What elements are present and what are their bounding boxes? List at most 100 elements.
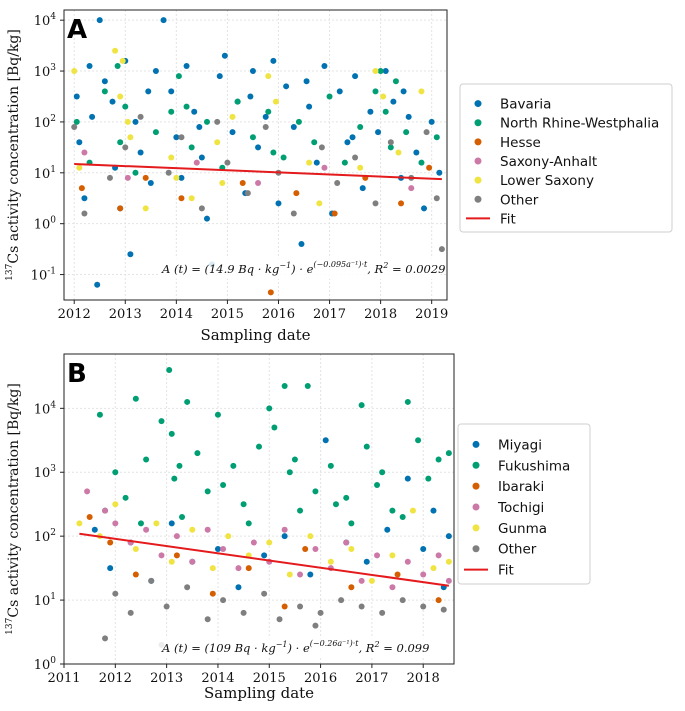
data-point <box>275 200 282 207</box>
data-point <box>193 159 200 166</box>
x-tick-label: 2018 <box>407 671 440 686</box>
data-point <box>109 98 116 105</box>
data-point <box>387 144 394 151</box>
data-point <box>358 402 365 409</box>
series-ibaraki <box>86 513 442 610</box>
data-point <box>249 68 256 75</box>
legend-marker <box>472 482 480 490</box>
data-point <box>112 501 119 508</box>
data-point <box>331 210 338 217</box>
data-point <box>267 289 274 296</box>
data-point <box>107 539 114 546</box>
data-point <box>221 52 228 59</box>
x-tick-label: 2015 <box>253 671 286 686</box>
data-point <box>435 597 442 604</box>
data-point <box>399 597 406 604</box>
data-point <box>306 103 313 110</box>
data-point <box>102 507 109 514</box>
legend-marker <box>474 100 482 108</box>
data-point <box>198 205 205 212</box>
data-point <box>216 73 223 80</box>
data-point <box>357 164 364 171</box>
data-point <box>165 169 172 176</box>
data-point <box>101 78 108 85</box>
data-point <box>445 577 452 584</box>
data-point <box>235 584 242 591</box>
data-point <box>348 545 355 552</box>
data-point <box>173 533 180 540</box>
legend-marker <box>472 545 480 553</box>
data-point <box>377 68 384 75</box>
data-point <box>400 88 407 95</box>
data-point <box>143 456 150 463</box>
data-point <box>127 609 134 616</box>
data-point <box>436 169 443 176</box>
y-tick-label: 103 <box>34 464 57 481</box>
data-point <box>198 154 205 161</box>
data-point <box>168 108 175 115</box>
legend-label: Hesse <box>500 135 541 151</box>
data-point <box>272 98 279 105</box>
data-point <box>184 584 191 591</box>
legend-label: Saxony-Anhalt <box>500 154 597 170</box>
y-tick-label: 104 <box>34 400 57 417</box>
data-point <box>168 520 175 527</box>
data-point <box>384 526 391 533</box>
data-point <box>382 68 389 75</box>
data-point <box>188 195 195 202</box>
legend-marker <box>474 119 482 127</box>
data-point <box>399 513 406 520</box>
data-point <box>245 520 252 527</box>
data-point <box>160 17 167 24</box>
data-point <box>101 88 108 95</box>
data-point <box>173 552 180 559</box>
data-point <box>418 88 425 95</box>
data-point <box>316 200 323 207</box>
y-tick-label: 10-1 <box>31 267 56 284</box>
plot-frame <box>63 9 448 301</box>
data-point <box>357 124 364 131</box>
data-point <box>349 134 356 141</box>
data-point <box>372 200 379 207</box>
data-point <box>352 154 359 161</box>
data-point <box>281 603 288 610</box>
data-point <box>132 545 139 552</box>
data-point <box>426 164 433 171</box>
legend-label: Gunma <box>498 521 547 537</box>
data-point <box>430 565 437 572</box>
data-point <box>184 398 191 405</box>
y-tick-label: 100 <box>34 216 57 233</box>
data-point <box>240 501 247 508</box>
data-point <box>219 179 226 186</box>
data-point <box>229 129 236 136</box>
data-point <box>435 456 442 463</box>
data-point <box>363 558 370 565</box>
data-point <box>392 78 399 85</box>
data-point <box>244 190 251 197</box>
data-point <box>250 539 257 546</box>
legend-box <box>459 83 673 233</box>
data-point <box>114 62 121 69</box>
data-point <box>367 108 374 115</box>
data-point <box>359 185 366 192</box>
data-point <box>307 533 314 540</box>
data-point <box>158 418 165 425</box>
data-point <box>163 603 170 610</box>
data-point <box>290 210 297 217</box>
data-point <box>132 118 139 125</box>
data-point <box>220 482 227 489</box>
data-point <box>380 93 387 100</box>
data-point <box>122 494 129 501</box>
data-point <box>249 134 256 141</box>
legend-marker <box>472 440 480 448</box>
data-point <box>183 62 190 69</box>
data-point <box>389 552 396 559</box>
data-point <box>438 246 445 253</box>
x-tick-label: 2016 <box>262 307 295 322</box>
data-point <box>214 118 221 125</box>
data-point <box>389 584 396 591</box>
data-point <box>112 469 119 476</box>
y-tick-label: 101 <box>34 592 56 609</box>
data-point <box>86 62 93 69</box>
